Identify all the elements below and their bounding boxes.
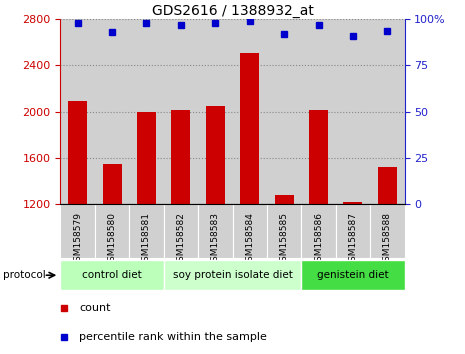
Text: count: count: [80, 303, 111, 313]
Bar: [68, 101, 87, 204]
Bar: [164, 204, 198, 258]
Title: GDS2616 / 1388932_at: GDS2616 / 1388932_at: [152, 5, 313, 18]
Bar: [378, 167, 397, 204]
Text: GSM158584: GSM158584: [245, 212, 254, 267]
Bar: [336, 19, 370, 204]
Bar: [95, 204, 129, 258]
Text: GSM158585: GSM158585: [279, 212, 289, 267]
Bar: [301, 19, 336, 204]
Bar: [95, 19, 129, 204]
Text: protocol: protocol: [3, 269, 46, 280]
Text: GSM158579: GSM158579: [73, 212, 82, 267]
Bar: [129, 19, 164, 204]
Bar: [301, 204, 336, 258]
Text: GSM158586: GSM158586: [314, 212, 323, 267]
Bar: [344, 202, 362, 204]
Bar: [240, 53, 259, 204]
Bar: [198, 19, 232, 204]
Bar: [60, 19, 95, 204]
Bar: [60, 260, 164, 290]
Bar: [232, 19, 267, 204]
Bar: [267, 204, 301, 258]
Bar: [129, 204, 164, 258]
Bar: [370, 204, 405, 258]
Bar: [198, 204, 232, 258]
Bar: [103, 164, 121, 204]
Text: GSM158588: GSM158588: [383, 212, 392, 267]
Text: GSM158582: GSM158582: [176, 212, 186, 267]
Bar: [164, 260, 301, 290]
Text: genistein diet: genistein diet: [317, 269, 389, 280]
Bar: [232, 204, 267, 258]
Bar: [370, 19, 405, 204]
Bar: [336, 204, 370, 258]
Bar: [309, 110, 328, 204]
Text: GSM158583: GSM158583: [211, 212, 220, 267]
Bar: [164, 19, 198, 204]
Text: control diet: control diet: [82, 269, 142, 280]
Bar: [275, 195, 293, 204]
Text: GSM158587: GSM158587: [348, 212, 358, 267]
Text: soy protein isolate diet: soy protein isolate diet: [173, 269, 292, 280]
Bar: [172, 110, 190, 204]
Bar: [301, 260, 405, 290]
Bar: [267, 19, 301, 204]
Bar: [60, 204, 95, 258]
Bar: [137, 112, 156, 204]
Text: GSM158581: GSM158581: [142, 212, 151, 267]
Bar: [206, 106, 225, 204]
Text: GSM158580: GSM158580: [107, 212, 117, 267]
Text: percentile rank within the sample: percentile rank within the sample: [80, 332, 267, 342]
